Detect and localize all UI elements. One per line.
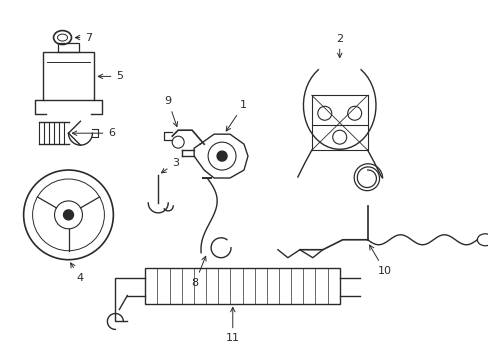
Bar xyxy=(42,53,94,100)
Text: 9: 9 xyxy=(164,96,177,127)
Text: 6: 6 xyxy=(72,128,115,138)
Bar xyxy=(58,42,80,53)
Circle shape xyxy=(217,151,226,161)
Text: 10: 10 xyxy=(369,245,391,276)
Text: 2: 2 xyxy=(335,33,343,58)
Text: 11: 11 xyxy=(225,307,239,343)
Text: 5: 5 xyxy=(98,71,123,81)
Text: 8: 8 xyxy=(191,256,205,288)
Bar xyxy=(145,268,339,303)
Text: 1: 1 xyxy=(226,100,246,131)
Text: 7: 7 xyxy=(75,32,92,42)
Text: 3: 3 xyxy=(161,158,179,173)
Text: 4: 4 xyxy=(70,263,83,283)
Circle shape xyxy=(63,210,73,220)
